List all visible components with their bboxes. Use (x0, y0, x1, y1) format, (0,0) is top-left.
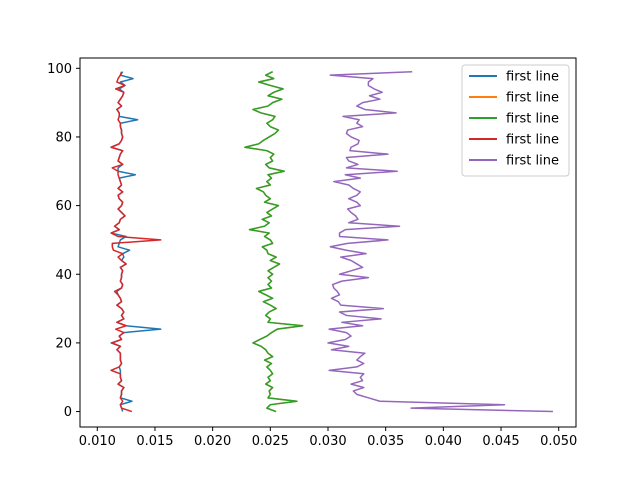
y-tick-label: 0 (64, 405, 72, 420)
series-line-3 (244, 71, 304, 413)
legend-label-3: first line (506, 112, 559, 127)
x-tick-label: 0.025 (252, 434, 289, 449)
series-line-4 (110, 71, 162, 413)
series-line-2 (244, 71, 304, 413)
x-tick-label: 0.050 (540, 434, 577, 449)
legend-box (461, 64, 570, 177)
y-tick-label: 100 (47, 62, 72, 77)
y-axis-ticks: 0 20 40 60 80 100 (47, 62, 80, 420)
x-axis-ticks: 0.010 0.015 0.020 0.025 0.030 0.035 0.040 0.045… (79, 427, 577, 449)
x-tick-label: 0.015 (136, 434, 173, 449)
y-tick-label: 60 (55, 199, 72, 214)
series-layer (110, 70, 553, 413)
x-tick-label: 0.020 (194, 434, 231, 449)
legend-label-4: first line (506, 133, 559, 148)
x-tick-label: 0.030 (309, 434, 346, 449)
x-tick-label: 0.040 (425, 434, 462, 449)
series-line-5 (327, 70, 553, 413)
legend-label-1: first line (506, 70, 559, 85)
y-tick-label: 20 (55, 336, 72, 351)
x-tick-label: 0.010 (79, 434, 116, 449)
y-tick-label: 80 (55, 130, 72, 145)
x-tick-label: 0.045 (482, 434, 519, 449)
legend-label-2: first line (506, 91, 559, 106)
legend: first line first line first line first line… (461, 64, 570, 177)
y-tick-label: 40 (55, 268, 72, 283)
x-tick-label: 0.035 (367, 434, 404, 449)
legend-label-5: first line (506, 154, 559, 169)
